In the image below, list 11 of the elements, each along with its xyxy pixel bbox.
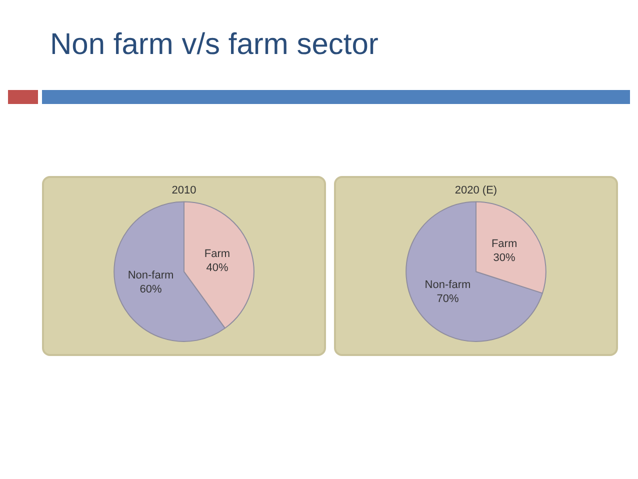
slice-label: Farm bbox=[204, 248, 230, 260]
data-label: 30% bbox=[493, 252, 516, 264]
chart-title: Non farm v/s farm sector bbox=[50, 28, 378, 62]
chart-subtitle: 2010 bbox=[172, 184, 196, 197]
data-label: 60% bbox=[140, 283, 162, 296]
data-label: 70% bbox=[436, 293, 459, 306]
data-label: 40% bbox=[206, 262, 228, 274]
chart-subtitle: 2020 (E) bbox=[454, 184, 498, 197]
slice-label: Non-farm bbox=[424, 279, 471, 292]
slice-label: Farm bbox=[491, 238, 518, 250]
slice-label: Non-farm bbox=[128, 269, 174, 282]
